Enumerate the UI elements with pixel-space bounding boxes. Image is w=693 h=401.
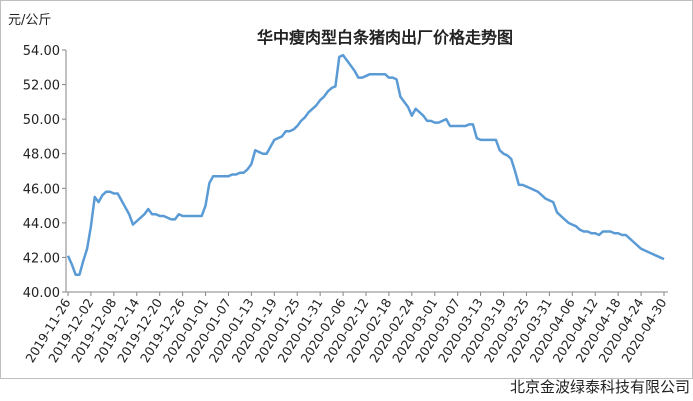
y-tick-label: 46.00 xyxy=(23,182,60,197)
y-tick-label: 50.00 xyxy=(23,113,60,128)
y-tick-label: 40.00 xyxy=(23,286,60,301)
chart-title: 华中瘦肉型白条猪肉出厂价格走势图 xyxy=(257,28,513,47)
y-tick-label: 52.00 xyxy=(23,79,60,94)
y-tick-label: 54.00 xyxy=(23,44,60,59)
footer: 北京金波绿泰科技有限公司 xyxy=(510,378,690,396)
y-axis-label: 元/公斤 xyxy=(8,13,51,28)
price-line xyxy=(66,53,665,276)
y-tick-label: 44.00 xyxy=(23,217,60,232)
y-tick-label: 48.00 xyxy=(23,148,60,163)
y-tick-label: 42.00 xyxy=(23,251,60,266)
